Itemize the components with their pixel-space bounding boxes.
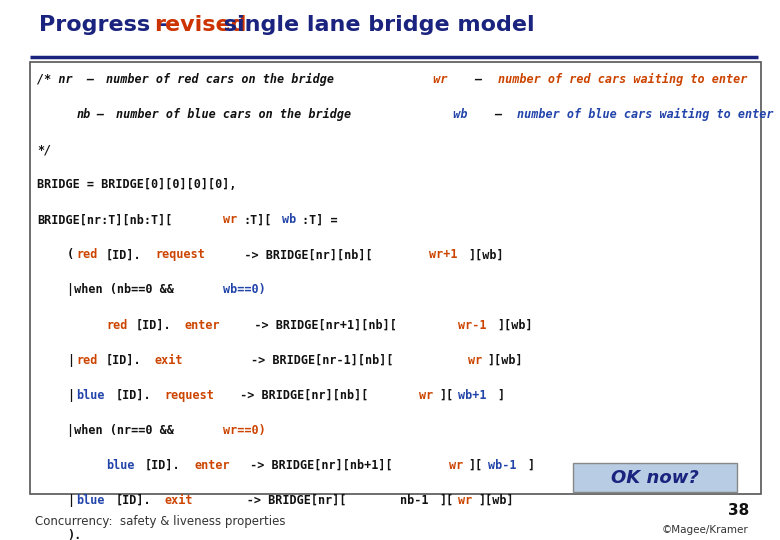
Text: BRIDGE = BRIDGE[0][0][0][0],: BRIDGE = BRIDGE[0][0][0][0], xyxy=(37,178,237,191)
Text: |when (nr==0 &&: |when (nr==0 && xyxy=(67,424,181,437)
Text: number of blue cars waiting to enter: number of blue cars waiting to enter xyxy=(517,108,774,121)
Text: [ID].: [ID]. xyxy=(106,354,142,367)
Text: wr: wr xyxy=(223,213,238,226)
Text: (: ( xyxy=(67,248,74,261)
Text: wr: wr xyxy=(419,389,434,402)
Text: -> BRIDGE[nr][nb][: -> BRIDGE[nr][nb][ xyxy=(233,389,369,402)
Text: -> BRIDGE[nr][nb+1][: -> BRIDGE[nr][nb+1][ xyxy=(243,459,392,472)
Text: */: */ xyxy=(37,143,51,156)
Text: -> BRIDGE[nr][nb][: -> BRIDGE[nr][nb][ xyxy=(223,248,373,261)
Text: ]: ] xyxy=(498,389,505,402)
Text: wr: wr xyxy=(459,494,473,507)
Text: ©Magee/Kramer: ©Magee/Kramer xyxy=(662,524,749,535)
Text: blue: blue xyxy=(106,459,134,472)
Text: [ID].: [ID]. xyxy=(115,389,151,402)
Text: wb: wb xyxy=(439,108,474,121)
Text: wb: wb xyxy=(282,213,296,226)
Text: |: | xyxy=(67,354,74,367)
Text: wr+1: wr+1 xyxy=(429,248,458,261)
Text: blue: blue xyxy=(76,389,105,402)
Text: |when (nb==0 &&: |when (nb==0 && xyxy=(67,284,181,296)
Text: [ID].: [ID]. xyxy=(115,494,151,507)
Text: number of red cars waiting to enter: number of red cars waiting to enter xyxy=(498,73,747,86)
Text: red: red xyxy=(76,248,98,261)
FancyBboxPatch shape xyxy=(30,62,760,494)
Text: wb+1: wb+1 xyxy=(459,389,487,402)
Text: wb==0): wb==0) xyxy=(223,284,266,296)
FancyBboxPatch shape xyxy=(573,463,737,492)
Text: ][wb]: ][wb] xyxy=(478,494,513,507)
Text: ]: ] xyxy=(527,459,534,472)
Text: wr: wr xyxy=(419,73,455,86)
Text: request: request xyxy=(165,389,214,402)
Text: /* nr: /* nr xyxy=(37,73,73,86)
Text: ][: ][ xyxy=(468,459,482,472)
Text: –: – xyxy=(468,73,490,86)
Text: blue: blue xyxy=(76,494,105,507)
Text: –: – xyxy=(87,73,101,86)
Text: ).: ). xyxy=(67,529,81,540)
Text: single lane bridge model: single lane bridge model xyxy=(216,15,534,35)
Text: number of red cars on the bridge: number of red cars on the bridge xyxy=(106,73,334,86)
Text: Progress -: Progress - xyxy=(39,15,175,35)
Text: red: red xyxy=(76,354,98,367)
Text: ][wb]: ][wb] xyxy=(498,319,534,332)
Text: enter: enter xyxy=(194,459,229,472)
Text: wr==0): wr==0) xyxy=(223,424,266,437)
Text: red: red xyxy=(106,319,127,332)
Text: wr: wr xyxy=(448,459,463,472)
Text: ][wb]: ][wb] xyxy=(468,248,504,261)
Text: :T] =: :T] = xyxy=(302,213,338,226)
Text: Concurrency:  safety & liveness properties: Concurrency: safety & liveness propertie… xyxy=(35,515,285,528)
Text: exit: exit xyxy=(155,354,183,367)
Text: 38: 38 xyxy=(728,503,749,518)
Text: nb-1: nb-1 xyxy=(399,494,428,507)
Text: -> BRIDGE[nr+1][nb][: -> BRIDGE[nr+1][nb][ xyxy=(233,319,397,332)
Text: wr: wr xyxy=(468,354,482,367)
Text: –: – xyxy=(96,108,111,121)
Text: |: | xyxy=(67,494,74,507)
Text: ][: ][ xyxy=(439,389,453,402)
Text: –: – xyxy=(488,108,509,121)
Text: number of blue cars on the bridge: number of blue cars on the bridge xyxy=(115,108,351,121)
Text: wr-1: wr-1 xyxy=(459,319,487,332)
Text: request: request xyxy=(155,248,205,261)
Text: exit: exit xyxy=(165,494,193,507)
Text: revised: revised xyxy=(154,15,247,35)
Text: enter: enter xyxy=(184,319,220,332)
Text: wb-1: wb-1 xyxy=(488,459,516,472)
Text: [ID].: [ID]. xyxy=(145,459,181,472)
Text: :T][: :T][ xyxy=(243,213,271,226)
Text: BRIDGE[nr:T][nb:T][: BRIDGE[nr:T][nb:T][ xyxy=(37,213,173,226)
Text: OK now?: OK now? xyxy=(612,469,699,487)
Text: -> BRIDGE[nr][: -> BRIDGE[nr][ xyxy=(204,494,346,507)
Text: ][: ][ xyxy=(439,494,453,507)
Text: [ID].: [ID]. xyxy=(106,248,142,261)
Text: ][wb]: ][wb] xyxy=(488,354,523,367)
Text: -> BRIDGE[nr-1][nb][: -> BRIDGE[nr-1][nb][ xyxy=(194,354,394,367)
Text: [ID].: [ID]. xyxy=(136,319,171,332)
Text: |: | xyxy=(67,389,74,402)
Text: nb: nb xyxy=(76,108,90,121)
